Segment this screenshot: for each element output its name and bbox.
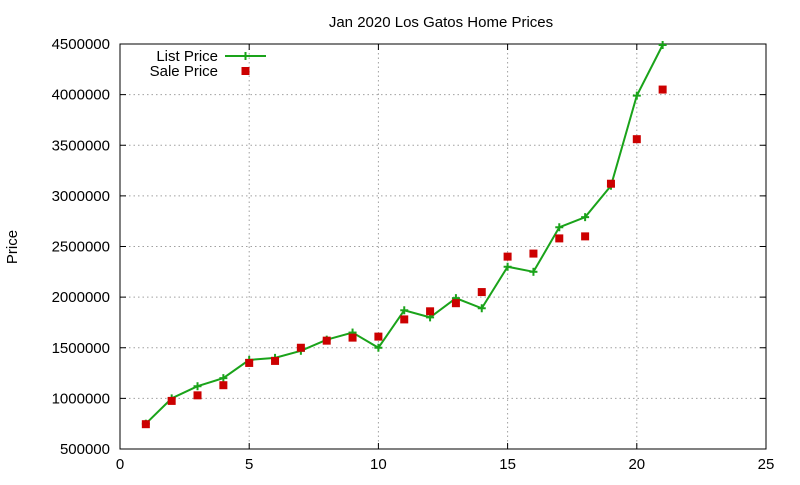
list-price-point [632,91,641,100]
sale-price-point [219,381,228,390]
x-tick-label: 10 [370,456,387,473]
list-price-point [477,304,486,313]
sale-price-point [245,358,254,367]
sale-price-point [658,85,667,94]
x-tick-label: 20 [628,456,645,473]
list-price-point [219,374,228,383]
y-tick-label: 1500000 [52,340,110,357]
sale-price-point [426,307,435,316]
series [141,41,667,429]
y-tick-label: 500000 [60,441,110,458]
sale-price-point [167,396,176,405]
y-tick-label: 1000000 [52,390,110,407]
x-tick-label: 5 [245,456,253,473]
sale-price-point [632,135,641,144]
list-price-point [400,306,409,315]
list-price-point [658,41,667,50]
y-axis-label: Price [4,230,21,264]
sale-price-point [322,336,331,345]
sale-price-point [477,288,486,297]
y-tick-label: 4000000 [52,87,110,104]
list-price-point [581,213,590,222]
y-tick-label: 3500000 [52,137,110,154]
sale-price-point [193,391,202,400]
sale-price-point [581,232,590,241]
list-price-point [529,267,538,276]
y-tick-label: 4500000 [52,36,110,53]
sale-price-point [348,333,357,342]
list-price-point [374,343,383,352]
legend-square-sample [241,67,250,75]
grid [120,44,766,449]
x-tick-label: 25 [758,456,775,473]
sale-price-point [296,343,305,352]
sale-price-point [555,234,564,243]
x-tick-label: 0 [116,456,124,473]
y-tick-label: 3000000 [52,188,110,205]
list-price-point [503,262,512,271]
chart-title: Jan 2020 Los Gatos Home Prices [329,14,553,31]
legend-label: Sale Price [150,63,218,80]
list-price-point [555,223,564,232]
list-price-point [193,382,202,391]
sale-price-point [503,252,512,261]
sale-price-point [451,299,460,308]
legend-item-sale-price: Sale Price [150,63,250,80]
sale-price-point [271,356,280,365]
axes: 0 5 10 15 20 25 500000 1000000 1500000 2000000 250… [52,36,775,473]
legend-label: List Price [156,48,218,65]
sale-price-point [606,179,615,188]
sale-price-point [374,332,383,341]
y-tick-label: 2000000 [52,289,110,306]
sale-price-point [529,249,538,258]
legend-item-list-price: List Price [156,48,266,65]
sale-price-point [400,315,409,324]
sale-price-point [141,420,150,429]
y-tick-label: 2500000 [52,239,110,256]
x-tick-label: 15 [499,456,516,473]
